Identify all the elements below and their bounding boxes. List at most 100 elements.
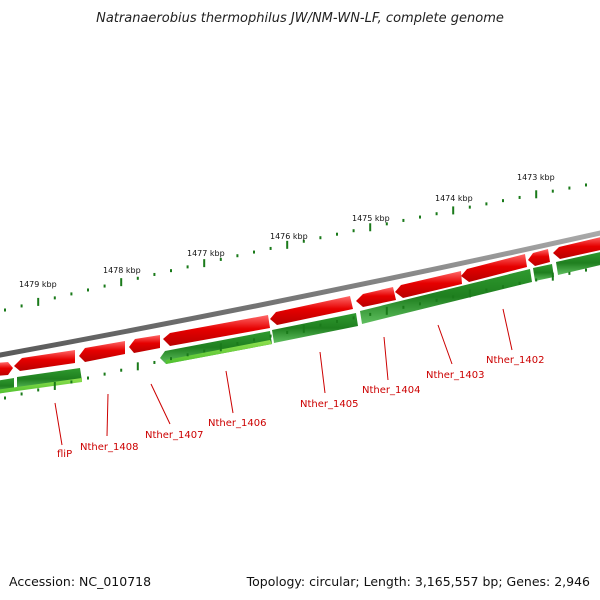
ruler-minor-tick xyxy=(502,199,504,203)
ruler-major-tick xyxy=(120,278,123,287)
ruler-minor-tick xyxy=(4,308,6,312)
ruler-minor-tick xyxy=(103,284,106,288)
ruler-label-1474: 1474 kbp xyxy=(435,194,473,203)
leader-Nther-1406 xyxy=(225,370,234,414)
ruler-minor-tick xyxy=(70,292,73,296)
leader-Nther-1403 xyxy=(437,324,453,365)
gene-arrow-fwd-8[interactable] xyxy=(395,271,462,298)
inner-minor-tick xyxy=(253,338,255,342)
ruler-minor-tick xyxy=(186,265,189,269)
inner-minor-tick xyxy=(170,357,172,361)
gene-arrow-fwd-1[interactable] xyxy=(0,362,13,376)
reverse-strand-genes xyxy=(0,251,600,394)
ruler-label-1475: 1475 kbp xyxy=(352,214,390,223)
coordinate-ruler xyxy=(4,183,587,312)
inner-minor-tick xyxy=(236,342,239,346)
gene-arrow-fwd-6[interactable] xyxy=(270,296,353,325)
ruler-minor-tick xyxy=(319,236,322,240)
inner-minor-tick xyxy=(286,330,289,334)
ruler-minor-tick xyxy=(435,212,438,216)
gene-arrow-fwd-11[interactable] xyxy=(553,236,600,259)
ruler-major-tick xyxy=(369,223,372,232)
ruler-label-1476: 1476 kbp xyxy=(270,232,308,241)
ruler-minor-tick xyxy=(385,222,388,226)
inner-minor-tick xyxy=(419,302,421,306)
map-title: Natranaerobius thermophilus JW/NM-WN-LF,… xyxy=(96,11,504,26)
gene-arrow-rev-7[interactable] xyxy=(556,251,600,275)
inner-minor-tick xyxy=(369,312,372,316)
gene-arrow-fwd-4[interactable] xyxy=(129,335,160,353)
gene-labels: fliP Nther_1408 Nther_1407 Nther_1406 Nt… xyxy=(57,355,544,460)
ruler-minor-tick xyxy=(236,254,239,258)
gene-arrow-rev-2[interactable] xyxy=(17,368,82,390)
inner-major-tick xyxy=(53,381,56,390)
gene-arrow-fwd-10[interactable] xyxy=(528,249,550,266)
leader-Nther-1407 xyxy=(150,383,171,425)
ruler-labels: 1473 kbp 1474 kbp 1475 kbp 1476 kbp 1477… xyxy=(19,173,555,289)
gene-arrow-rev-light-2[interactable] xyxy=(166,340,272,364)
ruler-label-1473: 1473 kbp xyxy=(517,173,555,182)
gene-arrow-fwd-5[interactable] xyxy=(163,315,270,346)
ruler-minor-tick xyxy=(20,304,23,308)
inner-minor-tick xyxy=(336,320,338,324)
inner-minor-tick xyxy=(20,392,23,396)
genome-summary-text: Topology: circular; Length: 3,165,557 bp… xyxy=(246,574,590,589)
inner-minor-tick xyxy=(103,372,106,376)
inner-minor-tick xyxy=(402,305,405,309)
inner-major-tick xyxy=(468,289,471,298)
ruler-label-1477: 1477 kbp xyxy=(187,249,225,258)
inner-minor-tick xyxy=(153,360,156,364)
inner-minor-tick xyxy=(518,281,521,285)
ruler-minor-tick xyxy=(153,272,156,276)
accession-text: Accession: NC_010718 xyxy=(9,574,151,589)
ruler-minor-tick xyxy=(402,218,405,222)
ruler-minor-tick xyxy=(419,215,421,219)
inner-major-tick xyxy=(385,306,388,315)
gene-label-Nther-1406[interactable]: Nther_1406 xyxy=(208,418,266,429)
ruler-minor-tick xyxy=(269,246,272,250)
ruler-major-tick xyxy=(203,259,206,268)
inner-major-tick xyxy=(219,343,222,352)
ruler-minor-tick xyxy=(352,229,355,233)
gene-arrow-rev-6[interactable] xyxy=(533,264,554,281)
gene-label-Nther-1408[interactable]: Nther_1408 xyxy=(80,442,138,453)
inner-minor-tick xyxy=(269,334,272,338)
gene-label-Nther-1404[interactable]: Nther_1404 xyxy=(362,385,420,396)
gene-arrow-fwd-9[interactable] xyxy=(461,254,527,282)
inner-minor-tick xyxy=(186,353,189,357)
inner-minor-tick xyxy=(87,376,89,380)
gene-label-Nther-1407[interactable]: Nther_1407 xyxy=(145,430,203,441)
ruler-major-tick xyxy=(535,190,538,199)
ruler-minor-tick xyxy=(170,269,172,273)
ruler-minor-tick xyxy=(53,296,56,300)
inner-minor-tick xyxy=(452,295,455,299)
inner-minor-tick xyxy=(4,396,6,400)
inner-minor-tick xyxy=(485,288,488,292)
gene-arrow-fwd-3[interactable] xyxy=(79,341,125,362)
gene-label-Nther-1403[interactable]: Nther_1403 xyxy=(426,370,484,381)
inner-minor-tick xyxy=(37,388,40,392)
leader-fliP xyxy=(54,402,63,446)
ruler-minor-tick xyxy=(302,239,305,243)
gene-arrow-fwd-7[interactable] xyxy=(356,287,396,307)
inner-major-tick xyxy=(551,272,554,281)
gene-label-Nther-1402[interactable]: Nther_1402 xyxy=(486,355,544,366)
gene-label-fliP[interactable]: fliP xyxy=(57,449,72,460)
inner-major-tick xyxy=(302,324,305,333)
inner-minor-tick xyxy=(120,368,123,372)
ruler-label-1479: 1479 kbp xyxy=(19,280,57,289)
inner-major-tick xyxy=(136,362,139,371)
gene-arrow-fwd-2[interactable] xyxy=(14,350,75,371)
gene-label-Nther-1405[interactable]: Nther_1405 xyxy=(300,399,358,410)
ruler-minor-tick xyxy=(585,183,587,187)
inner-minor-tick xyxy=(352,316,355,320)
gene-arrow-rev-5[interactable] xyxy=(360,269,532,324)
ruler-minor-tick xyxy=(568,186,571,190)
ruler-major-tick xyxy=(37,297,40,306)
leader-Nther-1408 xyxy=(106,393,109,437)
gene-arrow-rev-light-1[interactable] xyxy=(0,378,82,394)
inner-minor-tick xyxy=(70,380,73,384)
inner-minor-tick xyxy=(502,285,504,289)
leader-Nther-1404 xyxy=(383,336,389,381)
